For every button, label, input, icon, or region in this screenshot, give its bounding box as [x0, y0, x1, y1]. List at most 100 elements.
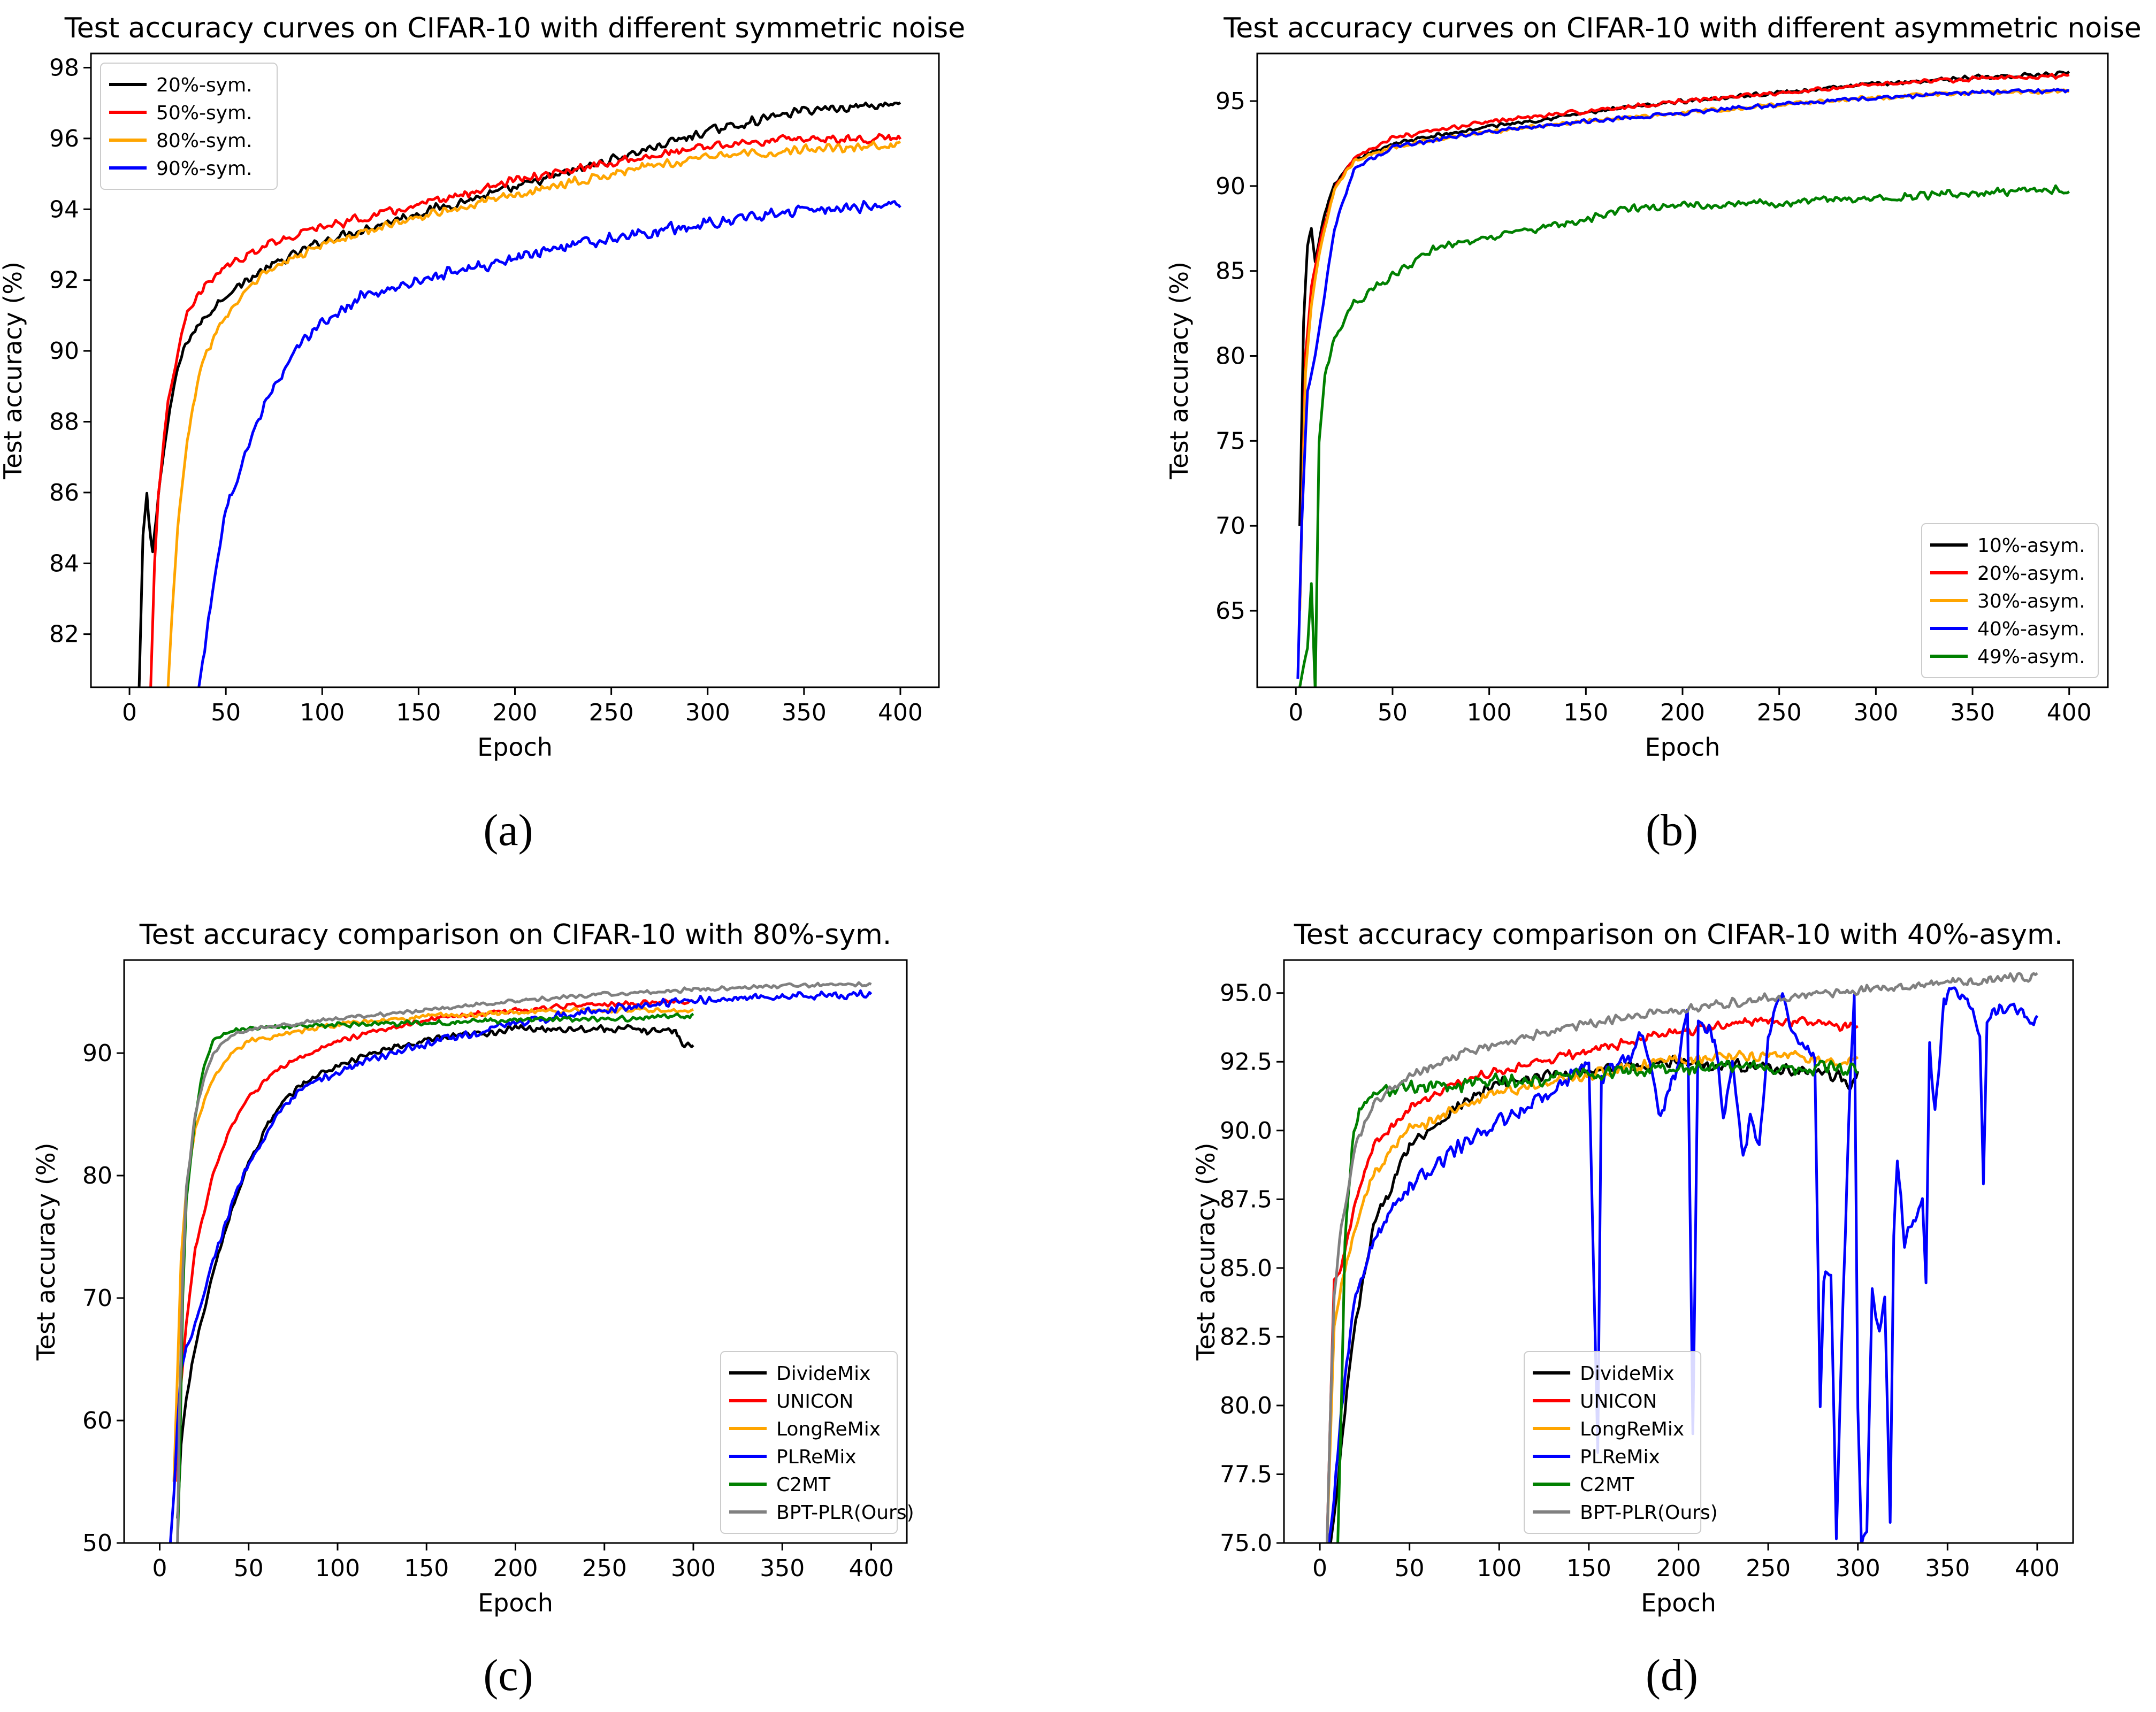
x-tick-label: 150 — [396, 699, 441, 726]
legend-label: 30%-asym. — [1977, 590, 2085, 612]
y-tick-label: 70 — [82, 1285, 112, 1312]
x-tick-label: 50 — [211, 699, 241, 726]
legend-label: UNICON — [1580, 1391, 1657, 1412]
series-line-dividemix — [176, 1024, 694, 1519]
legend-box — [1524, 1351, 1702, 1534]
x-tick-label: 0 — [1288, 699, 1303, 726]
series-group — [137, 101, 902, 687]
y-tick-label: 90 — [82, 1040, 112, 1067]
x-tick-label: 50 — [234, 1555, 264, 1582]
series-group — [169, 981, 873, 1543]
legend-label: C2MT — [1580, 1474, 1634, 1496]
legend-label: DivideMix — [1580, 1363, 1674, 1385]
series-group — [1296, 70, 2070, 687]
legend-label: 10%-asym. — [1977, 535, 2085, 557]
x-tick-label: 350 — [1950, 699, 1995, 726]
legend: DivideMix UNICON LongReMix PLReMix C2MT BPT-P… — [720, 1351, 914, 1534]
legend-box — [720, 1351, 898, 1534]
y-tick-label: 95 — [1215, 88, 1245, 115]
series-line-c2mt — [1336, 1060, 1859, 1543]
chart-b: 0 50 100 150 200 250 300 350 400 65 70 75 80 85 90 95 Te… — [1165, 12, 2142, 762]
y-tick-label: 82.5 — [1220, 1323, 1272, 1350]
legend-label: DivideMix — [776, 1363, 870, 1385]
x-tick-label: 300 — [1853, 699, 1898, 726]
y-tick-label: 65 — [1215, 597, 1245, 625]
series-line-unicon — [176, 998, 694, 1482]
x-tick-label: 400 — [878, 699, 923, 726]
y-tick-label: 85.0 — [1220, 1255, 1272, 1282]
x-tick-label: 100 — [1467, 699, 1512, 726]
x-tick-label: 150 — [1566, 1555, 1611, 1582]
x-axis-label: Epoch — [478, 1588, 553, 1617]
legend: 20%-sym. 50%-sym. 80%-sym. 90%-sym. — [100, 63, 278, 190]
x-tick-label: 0 — [1312, 1555, 1327, 1582]
y-tick-label: 87.5 — [1220, 1186, 1272, 1213]
y-tick-label: 60 — [82, 1407, 112, 1434]
y-tick-label: 77.5 — [1220, 1461, 1272, 1488]
x-tick-label: 400 — [849, 1555, 894, 1582]
y-tick-label: 92 — [49, 267, 79, 294]
series-line-90-sym- — [197, 199, 901, 687]
chart-title: Test accuracy comparison on CIFAR-10 wit… — [1294, 919, 2063, 951]
legend-label: 90%-sym. — [156, 158, 253, 180]
y-tick-label: 86 — [49, 479, 79, 506]
legend-label: LongReMix — [1580, 1418, 1684, 1440]
chart-title: Test accuracy curves on CIFAR-10 with di… — [64, 12, 966, 44]
x-axis-label: Epoch — [1641, 1588, 1716, 1617]
series-line-plremix — [169, 989, 873, 1543]
y-tick-label: 90 — [49, 337, 79, 365]
panel-label-a: (a) — [483, 805, 533, 855]
y-tick-label: 82 — [49, 621, 79, 648]
x-tick-label: 100 — [1477, 1555, 1522, 1582]
y-tick-label: 95.0 — [1220, 980, 1272, 1007]
x-tick-label: 300 — [685, 699, 730, 726]
panel-label-d: (d) — [1646, 1650, 1698, 1700]
x-tick-label: 250 — [582, 1555, 627, 1582]
y-tick-label: 84 — [49, 550, 79, 577]
y-tick-label: 80.0 — [1220, 1392, 1272, 1419]
y-tick-label: 80 — [1215, 342, 1245, 370]
x-tick-label: 0 — [122, 699, 137, 726]
series-line-bpt-plr-ours- — [176, 981, 872, 1543]
x-tick-label: 200 — [493, 699, 538, 726]
y-axis-label: Test accuracy (%) — [32, 1143, 60, 1361]
chart-a: 0 50 100 150 200 250 300 350 400 82 84 86 88 90 92 94 96… — [0, 12, 965, 762]
legend-label: C2MT — [776, 1474, 831, 1496]
x-tick-label: 0 — [152, 1555, 167, 1582]
series-line-49-asym- — [1298, 184, 2070, 687]
legend-label: PLReMix — [776, 1446, 857, 1468]
y-tick-label: 75.0 — [1220, 1530, 1272, 1557]
legend-label: 20%-asym. — [1977, 563, 2085, 585]
y-tick-label: 80 — [82, 1162, 112, 1189]
x-axis-label: Epoch — [1645, 733, 1721, 762]
chart-title: Test accuracy curves on CIFAR-10 with di… — [1223, 12, 2141, 44]
x-tick-label: 100 — [315, 1555, 360, 1582]
legend-label: 80%-sym. — [156, 130, 253, 152]
chart-c: 0 50 100 150 200 250 300 350 400 50 60 70 80 90 Test a… — [32, 919, 914, 1617]
y-tick-label: 85 — [1215, 258, 1245, 285]
x-tick-label: 200 — [1656, 1555, 1701, 1582]
x-tick-label: 300 — [1836, 1555, 1880, 1582]
x-tick-label: 150 — [404, 1555, 449, 1582]
series-group — [1326, 972, 2039, 1543]
x-tick-label: 150 — [1563, 699, 1608, 726]
series-line-50-sym- — [149, 133, 902, 687]
x-tick-label: 50 — [1378, 699, 1408, 726]
y-tick-label: 96 — [49, 125, 79, 152]
y-tick-label: 90 — [1215, 173, 1245, 200]
series-line-plremix — [1327, 986, 2039, 1543]
legend-box — [100, 63, 278, 190]
y-axis-label: Test accuracy (%) — [0, 262, 27, 480]
series-line-dividemix — [1329, 1055, 1860, 1543]
y-axis-label: Test accuracy (%) — [1165, 262, 1194, 480]
x-tick-label: 350 — [760, 1555, 805, 1582]
y-tick-label: 92.5 — [1220, 1048, 1272, 1076]
legend-label: BPT-PLR(Ours) — [776, 1502, 914, 1524]
series-line-longremix — [1326, 1049, 1859, 1543]
legend-box — [1921, 523, 2099, 678]
y-tick-label: 75 — [1215, 427, 1245, 455]
x-tick-label: 250 — [1746, 1555, 1791, 1582]
x-tick-label: 400 — [2015, 1555, 2060, 1582]
x-tick-label: 200 — [1660, 699, 1705, 726]
